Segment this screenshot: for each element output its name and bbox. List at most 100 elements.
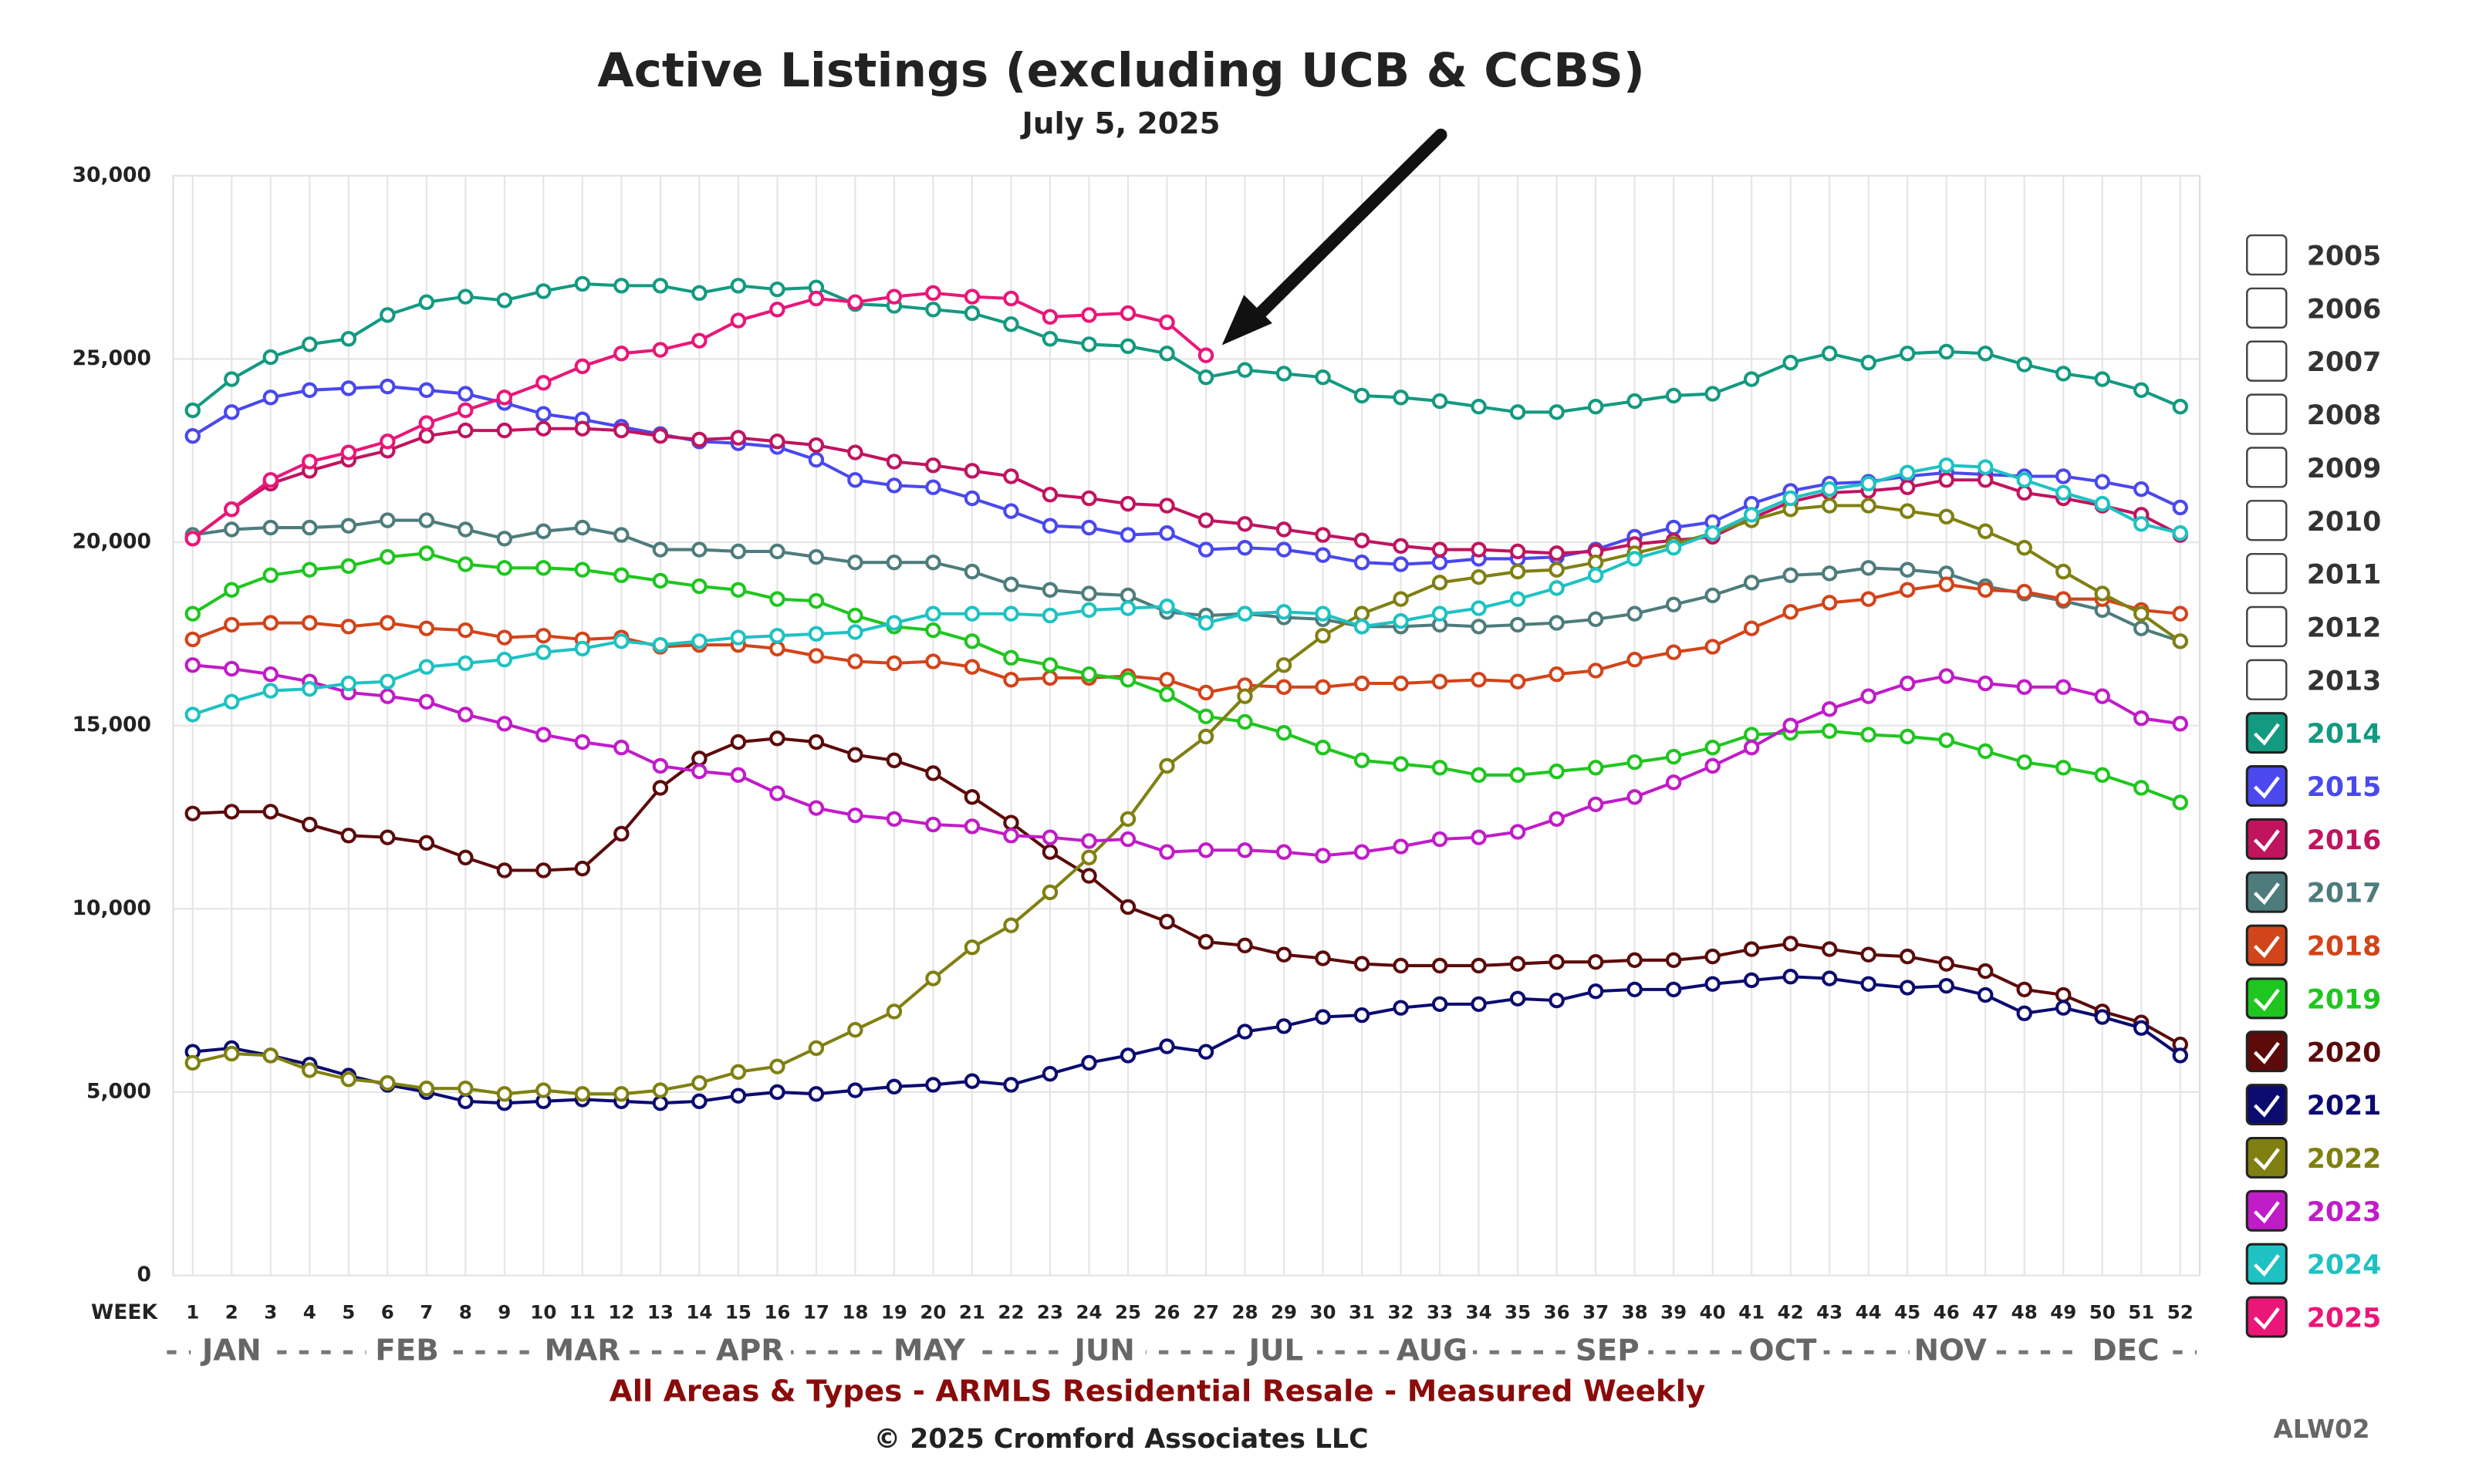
data-point <box>1081 833 1097 849</box>
series-line <box>191 551 2181 804</box>
data-point <box>1587 983 1604 1000</box>
data-point <box>1821 481 1838 497</box>
data-point <box>535 644 552 660</box>
data-point <box>730 278 747 294</box>
legend-check <box>2253 776 2280 799</box>
data-point <box>1471 829 1487 845</box>
data-point <box>496 422 513 439</box>
data-point <box>418 428 435 444</box>
data-point <box>613 825 630 842</box>
data-point <box>1587 399 1604 415</box>
data-point <box>262 472 279 488</box>
series-line <box>192 464 2181 717</box>
data-point <box>1120 831 1137 848</box>
data-point <box>1704 976 1721 992</box>
data-point <box>224 521 240 538</box>
legend-checkbox <box>2245 977 2288 1020</box>
data-point <box>1821 565 1838 582</box>
data-point <box>302 454 318 470</box>
data-point <box>925 1077 941 1093</box>
y-tick-label: 5,000 <box>86 1079 151 1103</box>
data-point <box>886 1078 903 1094</box>
data-point <box>184 707 201 723</box>
data-point <box>302 519 318 536</box>
x-tick-label: 4 <box>303 1300 316 1323</box>
legend-checkbox <box>2245 712 2288 754</box>
data-point <box>2094 495 2110 512</box>
month-label: APR <box>716 1334 784 1368</box>
data-point <box>1743 972 1760 989</box>
legend-label: 2009 <box>2307 454 2382 484</box>
data-point <box>1549 404 1565 420</box>
data-point <box>224 582 240 599</box>
data-point <box>418 659 435 675</box>
data-point <box>1665 596 1682 613</box>
legend-checkbox <box>2245 1296 2288 1338</box>
data-point <box>1471 541 1487 558</box>
data-point <box>886 655 903 672</box>
data-point <box>847 607 863 624</box>
data-point <box>1393 838 1409 855</box>
data-point <box>1197 615 1214 631</box>
data-point <box>1275 1018 1292 1034</box>
data-point <box>1587 954 1604 970</box>
data-point <box>925 765 941 781</box>
legend: 2005 2006 2007 2008 2009 2010 2011 2012 2013 2014… <box>2245 234 2382 1338</box>
data-point <box>925 622 941 639</box>
x-tick-label: 41 <box>1738 1300 1765 1323</box>
data-point <box>1431 957 1448 974</box>
data-point <box>1860 560 1876 576</box>
data-point <box>1899 503 1916 519</box>
data-point <box>1743 727 1760 743</box>
data-point <box>458 521 474 538</box>
data-point <box>458 386 474 402</box>
data-point <box>1860 355 1876 371</box>
data-point <box>2133 1020 2150 1036</box>
data-point <box>769 1058 785 1074</box>
data-point <box>1081 666 1097 683</box>
legend-check <box>2253 1094 2280 1118</box>
data-point <box>1237 713 1253 730</box>
legend-checkbox <box>2245 924 2288 966</box>
data-point <box>340 619 356 635</box>
data-point <box>808 1086 825 1102</box>
x-tick-label: 28 <box>1231 1300 1258 1323</box>
data-point <box>418 835 435 851</box>
data-point <box>2172 399 2188 415</box>
data-point <box>1665 774 1682 791</box>
data-point <box>1978 582 1994 599</box>
data-point <box>1509 824 1526 840</box>
data-point <box>380 512 396 528</box>
data-point <box>808 1040 825 1057</box>
data-point <box>2172 499 2188 516</box>
x-tick-label: 30 <box>1310 1300 1336 1323</box>
data-point <box>652 572 669 589</box>
data-point <box>1042 582 1059 599</box>
data-point <box>1353 844 1370 860</box>
legend-checkbox <box>2245 1243 2288 1285</box>
legend-label: 2025 <box>2307 1304 2382 1334</box>
data-point <box>1665 644 1682 660</box>
data-point <box>1431 673 1448 690</box>
x-tick-label: 46 <box>1934 1300 1960 1323</box>
legend-check <box>2253 988 2280 1011</box>
data-point <box>964 463 981 479</box>
data-point <box>925 970 941 987</box>
data-point <box>1003 815 1019 831</box>
legend-checkbox <box>2246 659 2288 700</box>
data-point <box>1587 663 1604 679</box>
data-point <box>262 519 279 536</box>
month-label: MAY <box>893 1334 966 1368</box>
data-point <box>1978 472 1994 488</box>
data-point <box>1042 331 1059 347</box>
x-tick-label: 36 <box>1544 1300 1570 1323</box>
data-point <box>1431 393 1448 410</box>
y-tick-label: 20,000 <box>73 530 151 554</box>
data-point <box>418 382 435 398</box>
month-label-background <box>1566 1334 1649 1370</box>
data-point <box>535 1082 552 1098</box>
data-point <box>1315 628 1331 644</box>
legend-checkbox <box>2245 1084 2288 1126</box>
data-point <box>1549 811 1565 828</box>
